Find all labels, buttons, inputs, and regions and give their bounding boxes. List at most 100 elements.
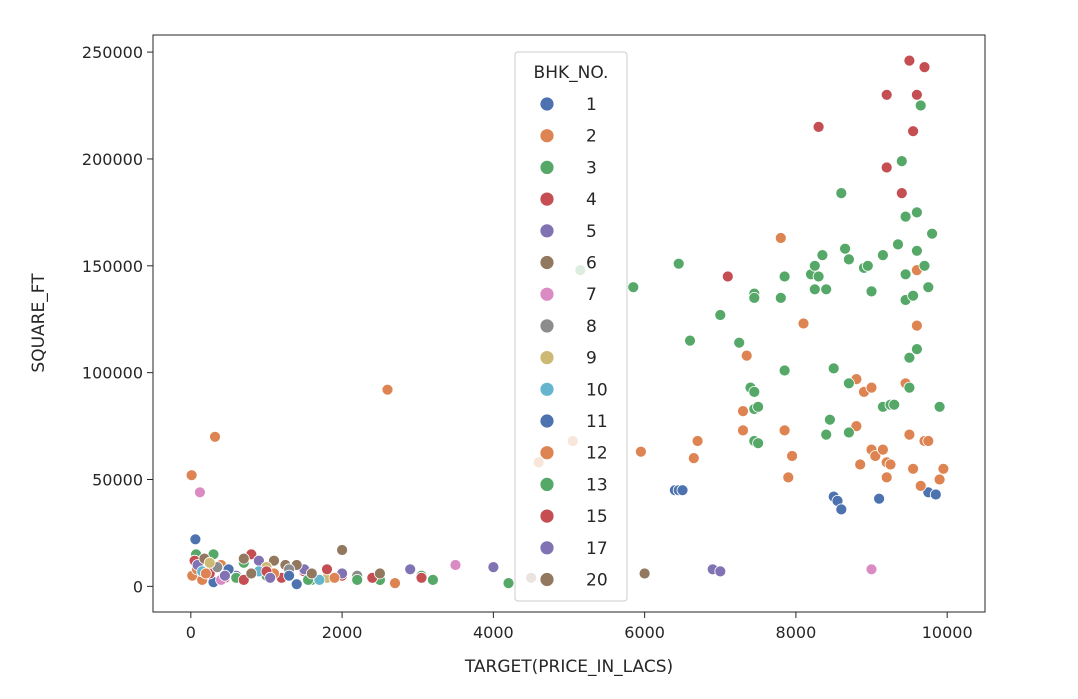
scatter-point [907,289,919,302]
scatter-point [877,443,889,456]
scatter-point [918,61,931,73]
scatter-point [835,187,848,200]
scatter-point [911,244,923,257]
legend-label: 5 [586,222,597,242]
scatter-point [209,430,221,443]
legend-item: 1 [539,95,597,115]
x-ticks: 0 2000 4000 6000 8000 10000 [186,612,973,642]
scatter-point [737,405,749,418]
scatter-point [843,377,855,390]
scatter-point [218,569,231,582]
legend-marker [539,476,555,492]
legend-marker [539,159,555,175]
scatter-point [264,571,277,584]
scatter-point [922,281,935,294]
scatter-point [189,533,202,546]
scatter-point [854,458,867,471]
scatter-point [687,452,700,465]
scatter-point [918,259,931,272]
scatter-point [638,567,651,580]
scatter-point [824,413,836,426]
scatter-point [268,554,280,567]
scatter-point [193,486,206,499]
legend-frame [514,51,628,602]
scatter-point [797,317,810,330]
scatter-point [907,125,919,138]
legend-item: 6 [539,254,597,274]
legend-marker [539,508,555,524]
scatter-point [328,571,341,584]
scatter-point [733,336,746,349]
legend-label: 2 [586,127,597,147]
scatter-point [907,462,919,475]
legend-marker [539,572,555,587]
scatter-point [899,268,912,281]
scatter-point [782,471,795,484]
scatter-point [877,249,889,262]
legend-label: 20 [586,571,608,591]
scatter-point [237,574,250,586]
scatter-point [321,563,333,576]
scatter-point [502,577,515,589]
scatter-point [203,556,216,569]
scatter-point [865,563,878,576]
scatter-point [721,270,734,283]
scatter-point [899,210,912,223]
scatter-point [914,99,927,112]
legend-marker [539,445,555,461]
x-tick-label: 0 [186,623,196,642]
scatter-point [283,569,296,582]
scatter-point [808,283,821,296]
scatter-point [290,578,303,591]
scatter-point [933,473,946,486]
scatter-point [812,270,825,283]
legend-item: 10 [539,380,608,400]
scatter-point [774,232,787,244]
scatter-point [903,351,916,364]
scatter-point [861,259,874,272]
scatter-point [740,349,753,362]
scatter-point [922,435,935,447]
scatter-point [911,206,923,219]
scatter-point [911,319,923,332]
legend-item: 5 [539,222,597,242]
legend-marker [539,128,555,144]
scatter-point [676,484,689,497]
scatter-point [245,567,258,580]
legend-item: 2 [539,127,597,147]
scatter-point [820,428,833,441]
legend-item: 3 [539,158,597,178]
legend-item: 12 [539,444,608,464]
scatter-point [820,283,833,296]
scatter-point [778,364,791,377]
scatter-point [816,249,829,262]
legend-marker [539,286,555,302]
scatter-point [911,88,923,101]
scatter-point [888,398,901,411]
x-tick-label: 10000 [922,623,973,642]
scatter-point [880,88,893,101]
y-tick-label: 250000 [82,43,143,62]
scatter-point [843,426,855,439]
scatter-point [778,424,791,437]
scatter-point [895,155,908,168]
legend-label: 15 [586,507,608,527]
legend-title: BHK_NO. [534,63,609,83]
scatter-point [812,121,825,133]
legend-label: 17 [586,539,608,559]
scatter-point [627,281,640,294]
scatter-point [737,424,749,437]
scatter-point [381,383,394,396]
legend-label: 9 [586,349,597,369]
scatter-point [926,227,938,240]
scatter-point [937,462,950,475]
scatter-point [914,479,927,492]
legend-item: 9 [539,349,597,369]
scatter-point [672,257,685,270]
y-tick-label: 150000 [82,257,143,276]
scatter-point [880,161,893,174]
legend-marker [539,96,555,112]
